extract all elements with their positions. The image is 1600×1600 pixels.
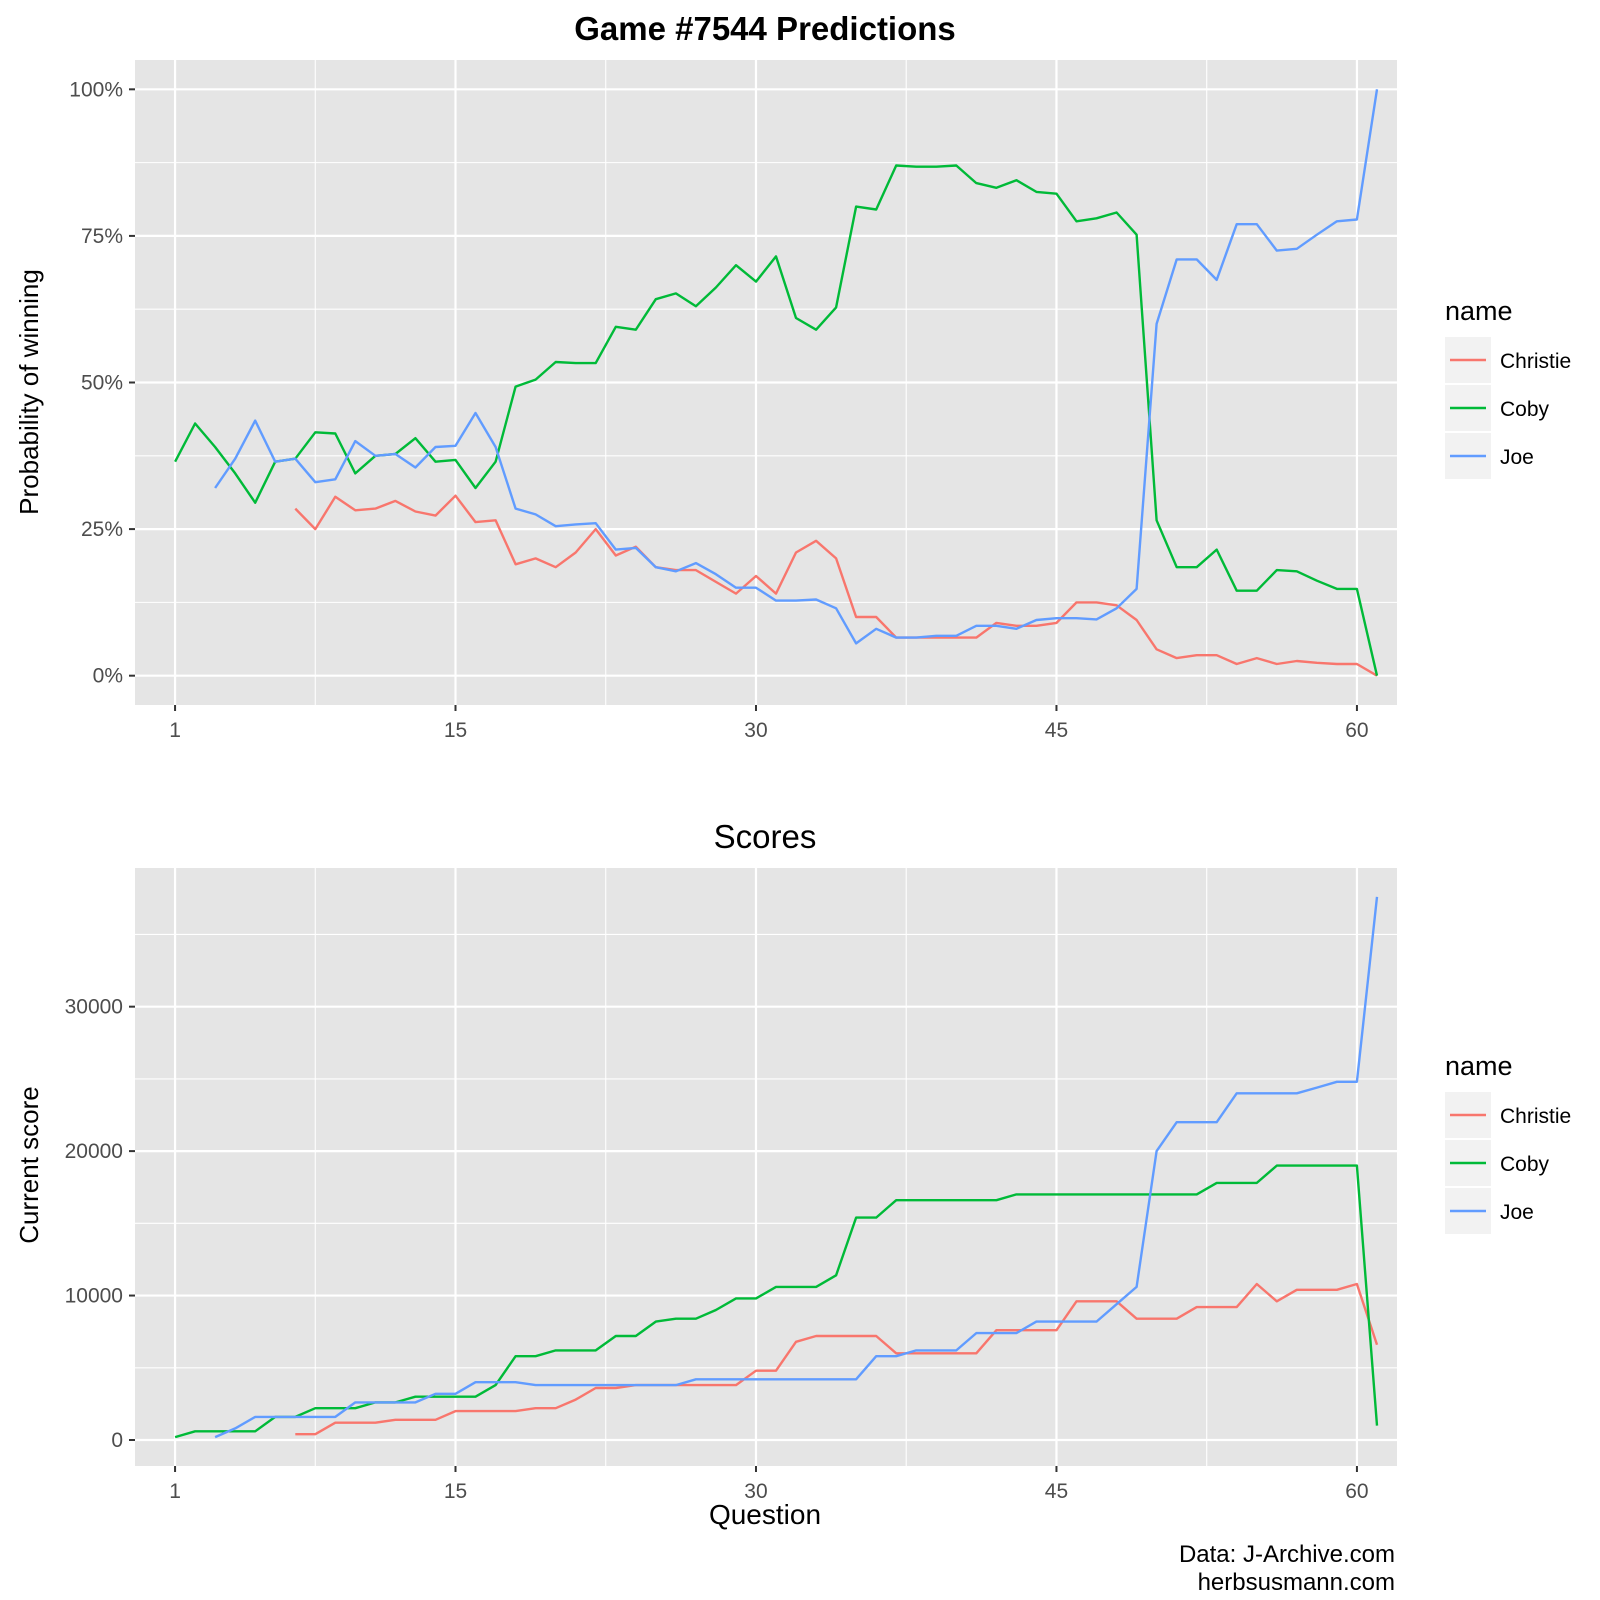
scores-axes: 1 15 30 45 60 0 10000 20000 30000 <box>65 996 1369 1503</box>
scores-y-tick-label: 20000 <box>65 1140 123 1163</box>
scores-legend-label-coby: Coby <box>1500 1153 1550 1176</box>
scores-x-tick-label: 1 <box>169 1480 181 1503</box>
predictions-legend-label-christie: Christie <box>1500 350 1571 373</box>
predictions-y-tick-label: 25% <box>81 518 123 541</box>
scores-y-axis-label: Current score <box>14 1086 44 1244</box>
scores-x-tick-label: 60 <box>1345 1480 1368 1503</box>
scores-x-tick-label: 45 <box>1045 1480 1068 1503</box>
predictions-chart: Game #7544 Predictions 1 15 30 45 60 0% 25% 50%… <box>14 10 1571 742</box>
scores-x-axis-label: Question <box>709 1499 821 1530</box>
scores-legend-label-christie: Christie <box>1500 1105 1571 1128</box>
predictions-y-axis-label: Probability of winning <box>14 269 44 515</box>
predictions-y-tick-label: 0% <box>93 665 123 688</box>
predictions-x-tick-label: 30 <box>744 719 767 742</box>
scores-y-tick-label: 10000 <box>65 1285 123 1308</box>
scores-series-joe <box>214 896 1379 1439</box>
predictions-y-tick-label: 75% <box>81 225 123 248</box>
predictions-series-christie <box>294 494 1378 677</box>
predictions-series <box>174 89 1379 677</box>
predictions-series-joe <box>214 89 1379 645</box>
scores-y-tick-label: 0 <box>111 1429 123 1452</box>
predictions-legend-title: name <box>1445 296 1513 326</box>
scores-legend-title: name <box>1445 1051 1513 1081</box>
caption-source: Data: J-Archive.com <box>1179 1541 1395 1568</box>
predictions-y-tick-label: 50% <box>81 372 123 395</box>
predictions-title: Game #7544 Predictions <box>574 10 956 47</box>
scores-legend-label-joe: Joe <box>1500 1201 1534 1224</box>
scores-series-christie <box>295 1282 1379 1436</box>
scores-x-tick-label: 30 <box>744 1480 767 1503</box>
scores-y-tick-label: 30000 <box>65 996 123 1019</box>
predictions-y-tick-label: 100% <box>69 78 123 101</box>
predictions-x-tick-label: 15 <box>444 719 467 742</box>
predictions-legend-label-coby: Coby <box>1500 398 1550 421</box>
scores-panel <box>135 868 1397 1466</box>
predictions-x-tick-label: 45 <box>1045 719 1068 742</box>
predictions-x-tick-label: 1 <box>169 719 181 742</box>
scores-chart: Scores 1 15 30 45 60 0 10000 20000 30000 Questio… <box>14 818 1571 1530</box>
predictions-legend: name Christie Coby Joe <box>1445 296 1571 479</box>
predictions-x-tick-label: 60 <box>1345 719 1368 742</box>
predictions-legend-label-joe: Joe <box>1500 446 1534 469</box>
scores-grid <box>135 868 1397 1466</box>
predictions-axes: 1 15 30 45 60 0% 25% 50% 75% 100% <box>69 78 1368 742</box>
scores-legend: name Christie Coby Joe <box>1445 1051 1571 1234</box>
scores-series <box>174 896 1379 1439</box>
caption-site: herbsusmann.com <box>1198 1569 1395 1596</box>
scores-x-tick-label: 15 <box>444 1480 467 1503</box>
scores-title: Scores <box>714 818 817 855</box>
